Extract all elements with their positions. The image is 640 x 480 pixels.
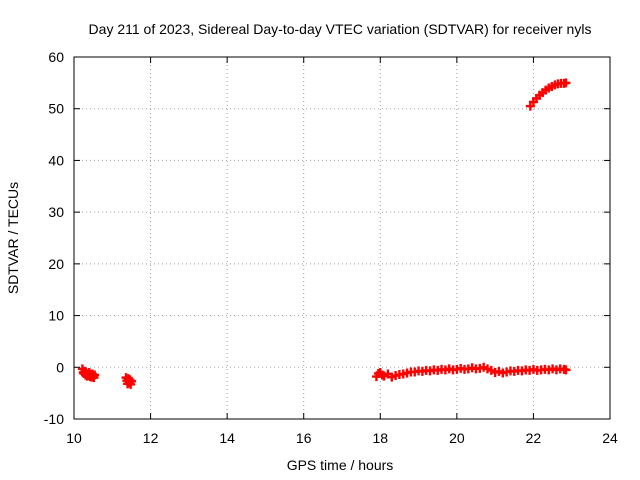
x-tick-label: 22 bbox=[526, 430, 542, 446]
data-point bbox=[561, 365, 571, 375]
y-tick-label: 50 bbox=[48, 101, 64, 117]
y-tick-labels: -10 0 10 20 30 40 50 60 bbox=[44, 49, 64, 427]
chart-title: Day 211 of 2023, Sidereal Day-to-day VTE… bbox=[89, 21, 592, 37]
data-point bbox=[90, 370, 100, 380]
data-point bbox=[126, 376, 136, 386]
x-tick-labels: 10 12 14 16 18 20 22 24 bbox=[66, 430, 618, 446]
y-tick-label: -10 bbox=[44, 411, 64, 427]
x-tick-label: 14 bbox=[219, 430, 235, 446]
data-point bbox=[561, 78, 571, 88]
x-axis-label: GPS time / hours bbox=[287, 457, 394, 473]
y-tick-label: 40 bbox=[48, 152, 64, 168]
y-tick-label: 30 bbox=[48, 204, 64, 220]
plot-frame bbox=[73, 56, 611, 420]
x-tick-label: 18 bbox=[372, 430, 388, 446]
data-points bbox=[77, 78, 571, 389]
grid-layer bbox=[74, 57, 610, 419]
tick-layer bbox=[73, 56, 611, 420]
y-tick-label: 20 bbox=[48, 256, 64, 272]
x-tick-label: 12 bbox=[143, 430, 159, 446]
x-tick-label: 24 bbox=[602, 430, 618, 446]
x-tick-label: 16 bbox=[296, 430, 312, 446]
y-tick-label: 0 bbox=[56, 359, 64, 375]
y-tick-label: 10 bbox=[48, 308, 64, 324]
y-axis-label: SDTVAR / TECUs bbox=[5, 182, 21, 294]
x-tick-label: 10 bbox=[66, 430, 82, 446]
x-tick-label: 20 bbox=[449, 430, 465, 446]
y-tick-label: 60 bbox=[48, 49, 64, 65]
